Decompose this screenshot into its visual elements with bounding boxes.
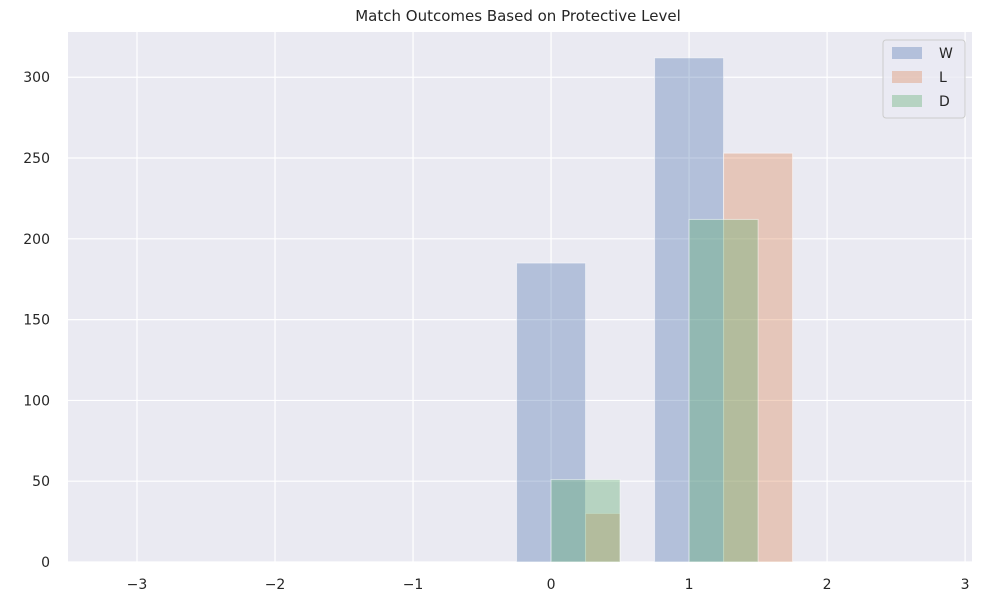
legend-swatch-D bbox=[892, 95, 922, 107]
x-tick-label: 1 bbox=[685, 577, 694, 593]
y-tick-label: 150 bbox=[23, 313, 50, 329]
y-tick-label: 100 bbox=[23, 393, 50, 409]
plot-area bbox=[68, 32, 972, 562]
bars bbox=[516, 57, 794, 563]
y-tick-label: 250 bbox=[23, 151, 50, 167]
legend: WLD bbox=[882, 39, 966, 119]
x-tick-label: 0 bbox=[547, 577, 556, 593]
x-axis-ticks: −3 −2 −1 0 1 2 3 bbox=[127, 577, 970, 593]
y-tick-label: 0 bbox=[41, 555, 50, 571]
x-tick-label: −1 bbox=[403, 577, 424, 593]
bar-D bbox=[550, 479, 621, 563]
x-tick-label: 2 bbox=[823, 577, 832, 593]
chart-title: Match Outcomes Based on Protective Level bbox=[355, 7, 681, 25]
y-tick-label: 200 bbox=[23, 232, 50, 248]
legend-box bbox=[882, 39, 966, 119]
x-tick-label: −3 bbox=[127, 577, 148, 593]
x-tick-label: 3 bbox=[961, 577, 970, 593]
legend-swatch-L bbox=[892, 71, 922, 83]
y-tick-label: 50 bbox=[32, 474, 50, 490]
bar-D bbox=[688, 218, 759, 563]
legend-swatch-W bbox=[892, 47, 922, 59]
legend-label-L: L bbox=[939, 70, 947, 86]
grid-lines bbox=[68, 32, 972, 563]
y-tick-label: 300 bbox=[23, 70, 50, 86]
legend-label-D: D bbox=[939, 94, 950, 110]
y-axis-ticks: 0 50 100 150 200 250 300 bbox=[23, 70, 50, 571]
legend-label-W: W bbox=[939, 46, 953, 62]
bar-L bbox=[585, 513, 621, 563]
x-tick-label: −2 bbox=[265, 577, 286, 593]
